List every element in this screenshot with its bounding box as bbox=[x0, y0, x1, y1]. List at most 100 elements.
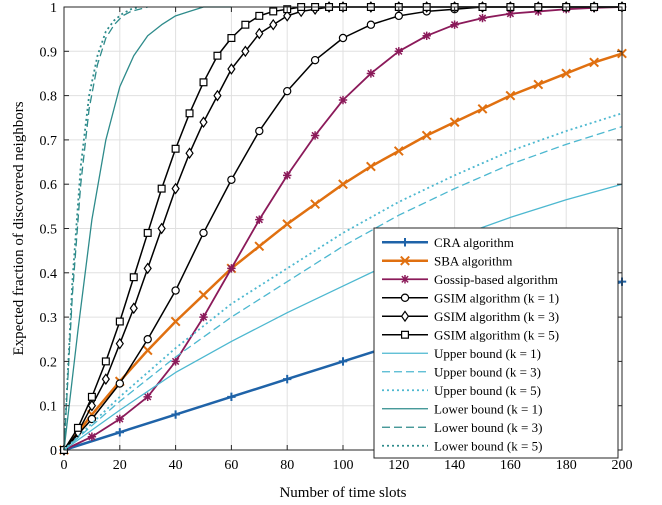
data-point bbox=[310, 199, 321, 210]
series-line bbox=[63, 183, 623, 451]
y-axis-title: Expected fraction of discovered neighbor… bbox=[11, 101, 27, 355]
data-point bbox=[87, 399, 97, 412]
x-tick-label: 80 bbox=[280, 458, 294, 473]
data-point bbox=[283, 374, 292, 384]
series-line bbox=[63, 125, 623, 451]
data-point bbox=[422, 31, 431, 40]
x-axis-title: Number of time slots bbox=[279, 485, 406, 501]
data-point bbox=[450, 20, 459, 29]
data-point bbox=[366, 69, 376, 78]
x-tick-label: 100 bbox=[333, 458, 354, 473]
data-point bbox=[255, 11, 264, 20]
legend-box bbox=[373, 227, 619, 459]
legend-item: CRA algorithm bbox=[382, 235, 514, 250]
data-point bbox=[142, 345, 153, 356]
data-point bbox=[421, 130, 432, 141]
data-point bbox=[143, 392, 152, 402]
data-point bbox=[199, 116, 208, 129]
legend-label: Upper bound (k = 1) bbox=[434, 346, 541, 361]
data-point bbox=[506, 9, 515, 18]
legend-label: GSIM algorithm (k = 1) bbox=[434, 290, 559, 305]
x-tick-label: 160 bbox=[500, 458, 521, 473]
data-point bbox=[338, 33, 348, 43]
data-point bbox=[282, 219, 293, 229]
data-point bbox=[394, 47, 403, 56]
data-point bbox=[449, 117, 460, 128]
x-tick-label: 140 bbox=[444, 458, 465, 473]
legend-marker bbox=[400, 255, 410, 266]
data-point bbox=[255, 126, 264, 136]
data-point bbox=[254, 241, 265, 252]
data-point bbox=[171, 182, 180, 195]
legend-item: Lower bound (k = 5) bbox=[382, 438, 542, 453]
data-point bbox=[589, 57, 600, 68]
legend-item: GSIM algorithm (k = 5) bbox=[382, 327, 559, 342]
y-tick-label: 1 bbox=[50, 1, 57, 16]
legend-label: Lower bound (k = 5) bbox=[434, 438, 542, 453]
legend-item: Upper bound (k = 3) bbox=[382, 364, 541, 379]
legend-marker bbox=[400, 275, 410, 284]
data-point bbox=[338, 95, 348, 105]
legend-item: Gossip-based algorithm bbox=[382, 272, 558, 287]
data-point bbox=[338, 179, 348, 190]
x-tick-labels: 0 20 40 60 80 100 120 140 160 180 200 bbox=[61, 458, 633, 473]
data-point bbox=[199, 228, 208, 238]
legend-label: Upper bound (k = 3) bbox=[434, 364, 541, 379]
legend-marker bbox=[400, 293, 410, 302]
data-point bbox=[394, 11, 403, 21]
y-tick-label: 0.2 bbox=[40, 355, 58, 370]
x-tick-label: 200 bbox=[612, 458, 633, 473]
data-point bbox=[227, 34, 236, 43]
series-line bbox=[63, 6, 232, 451]
data-point bbox=[115, 379, 125, 388]
data-point bbox=[477, 103, 488, 114]
y-tick-label: 0.7 bbox=[40, 134, 58, 149]
legend-marker bbox=[400, 238, 410, 247]
data-point bbox=[269, 18, 278, 31]
legend-label: SBA algorithm bbox=[434, 253, 512, 268]
data-point bbox=[157, 222, 166, 235]
data-point bbox=[393, 146, 404, 156]
legend-marker bbox=[400, 310, 410, 323]
data-point bbox=[171, 357, 180, 366]
data-point bbox=[115, 414, 124, 424]
legend-label: GSIM algorithm (k = 3) bbox=[434, 309, 559, 324]
axis-ticks bbox=[63, 6, 623, 451]
data-point bbox=[87, 392, 96, 401]
data-point bbox=[213, 51, 222, 60]
x-tick-label: 120 bbox=[388, 458, 409, 473]
y-tick-label: 0.6 bbox=[40, 178, 58, 193]
data-point bbox=[310, 55, 320, 65]
series-12 bbox=[63, 6, 140, 451]
data-point bbox=[101, 357, 110, 366]
data-point bbox=[171, 410, 180, 419]
data-point bbox=[115, 428, 124, 437]
data-point bbox=[171, 286, 180, 295]
data-point bbox=[255, 27, 264, 40]
legend-label: CRA algorithm bbox=[434, 235, 514, 250]
data-point bbox=[157, 184, 166, 193]
legend-item: SBA algorithm bbox=[382, 253, 512, 268]
data-point bbox=[213, 89, 222, 102]
data-point bbox=[73, 423, 82, 432]
x-tick-label: 40 bbox=[169, 458, 183, 473]
data-point bbox=[283, 86, 292, 96]
series-line bbox=[63, 6, 140, 451]
data-point bbox=[561, 68, 572, 79]
data-point bbox=[241, 20, 250, 29]
data-point bbox=[478, 13, 487, 23]
data-point bbox=[227, 63, 236, 75]
data-point bbox=[87, 432, 97, 441]
legend-item: Upper bound (k = 5) bbox=[382, 383, 541, 398]
x-tick-label: 60 bbox=[224, 458, 238, 473]
data-point bbox=[283, 171, 292, 180]
legend: CRA algorithm SBA algorithm Gossip-based a… bbox=[373, 227, 619, 459]
data-point bbox=[227, 392, 236, 402]
legend-item: Upper bound (k = 1) bbox=[382, 346, 541, 361]
data-point bbox=[143, 228, 152, 237]
data-point bbox=[365, 161, 376, 172]
y-tick-label: 0.5 bbox=[40, 223, 58, 238]
legend-label: Lower bound (k = 3) bbox=[434, 420, 542, 435]
data-point bbox=[338, 357, 348, 366]
